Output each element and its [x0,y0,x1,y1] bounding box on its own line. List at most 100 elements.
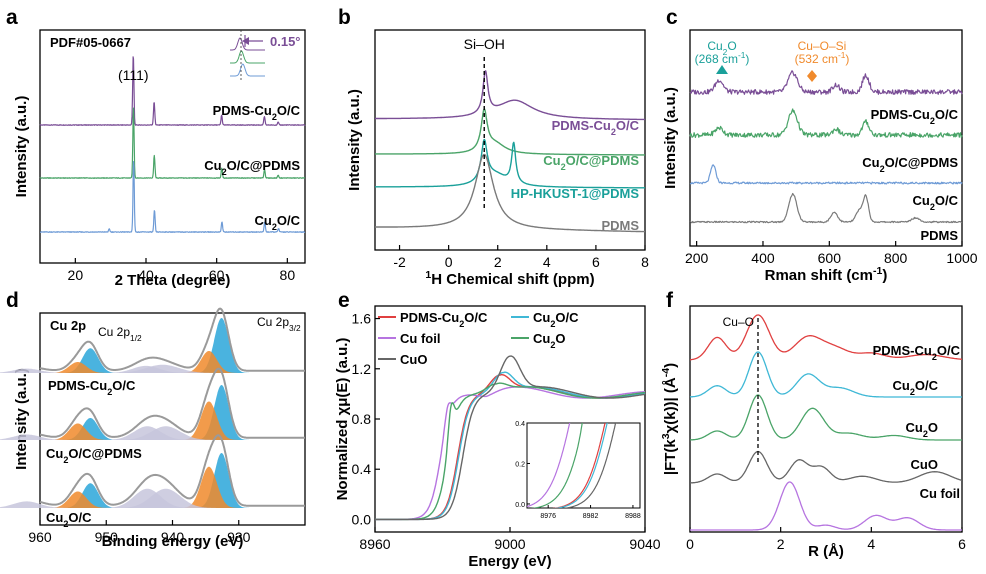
panel-c-cuosi-pos-part: -1 [838,50,846,60]
panel-c-legend-part: 2 [930,116,935,126]
panel-d-envelope [39,434,306,507]
panel-a: a 20 40 60 80 2 Theta (degree) Intensity (a.u.… [6,6,306,289]
panel-c-series-line [689,192,963,224]
panel-d-peak-fill [94,426,201,440]
panel-d-legend: Cu2O/C@PDMS [46,446,142,465]
panel-d-p32-label-part: Cu 2p [257,315,289,329]
panel-d-envelope [39,367,306,439]
panel-c-x-tick-label: 600 [818,250,842,266]
panel-e-legend-part: PDMS-Cu [400,310,459,325]
panel-f-legend: Cu foil [920,486,960,501]
panel-b-x-tick-label: 4 [543,254,551,270]
panel-b: b -2 0 2 4 6 8 1H Chemical shift (ppm) Intensity… [338,6,649,288]
panel-f-legend-part: O [928,420,938,435]
panel-b-x-tick-label: 6 [592,254,600,270]
panel-e-inset-x-label: 8976 [540,513,556,520]
panel-e-y-tick-label: 0.8 [352,411,372,427]
panel-c-cu2o-label: Cu2O [707,39,736,57]
panel-c-legend: Cu2O/C@PDMS [862,155,958,174]
panel-d-peak-fill [107,426,225,440]
panel-b-legend-part: O/C@PDMS [566,153,640,168]
panel-b-x-tick-label: 2 [494,254,502,270]
panel-a-legend-part: O/C [277,103,301,118]
panel-a-legend-part: O/C@PDMS [227,158,301,173]
panel-e-legend: Cu2O [533,331,566,350]
panel-e-inset-y-label: 0.4 [515,421,525,428]
panel-d-peak-fill [96,364,229,373]
panel-d-legend-part: 2 [107,387,112,397]
panel-a-inset-line [230,37,265,51]
panel-d-legend: PDMS-Cu2O/C [48,378,136,397]
panel-d-peak-fill [43,362,113,373]
panel-f-legend-part: Cu [905,420,922,435]
panel-e-legend-part: 2 [550,319,555,329]
panel-e-legend: PDMS-Cu2O/C [400,310,488,329]
panel-d-peak-fill [177,401,241,440]
panel-a-legend: Cu2O/C [254,213,300,232]
panel-f-x-tick-label: 2 [777,536,785,552]
panel-c-cu2o-label-part: 2 [723,47,728,57]
panel-a-legend-part: 2 [272,112,277,122]
panel-c-legend: Cu2O/C [912,193,958,212]
panel-a-legend-part: Cu [254,213,271,228]
panel-d-label: d [6,289,19,312]
panel-b-frame [374,29,646,251]
panel-d-p12-label-part: 1/2 [130,333,142,343]
panel-e-inset-line [530,423,583,508]
panel-d-peak-fill [0,434,80,440]
panel-a-inset-line [230,50,265,64]
panel-e: e 8960 9000 9040 0.0 0.4 0.8 1.2 1.6 Energy (eV) N… [334,289,661,570]
panel-a-shift-label: 0.15° [270,34,301,49]
panel-c-label: c [666,6,678,29]
panel-d-legend-part: 2 [63,519,68,529]
panel-a-ylabel: Intensity (a.u.) [13,96,30,198]
panel-c-cuosi-pos-part: ) [845,52,849,66]
panel-d-legend-part: Cu [46,446,63,461]
panel-b-legend: Cu2O/C@PDMS [543,153,639,172]
panel-f-legend: CuO [911,457,938,472]
panel-e-ylabel: Normalized χμ(E) (a.u.) [334,338,351,501]
panel-e-inset-y-label: 0.0 [515,502,525,509]
panel-d-x-tick-label: 960 [28,529,52,545]
panel-d-peak-fill [94,488,201,508]
panel-a-hkl-label: (111) [118,67,149,83]
panel-e-inset-line [527,423,571,508]
panel-f-legend: PDMS-Cu2O/C [873,343,961,362]
panel-e-series-line [375,355,646,521]
panel-e-legend: CuO [400,352,427,367]
panel-a-legend-part: 2 [222,167,227,177]
panel-f-x-tick-label: 6 [958,536,966,552]
panel-b-xlabel-part: H Chemical shift (ppm) [431,271,594,288]
panel-d-peak-fill [192,453,251,508]
panel-a-series-line [39,161,306,233]
panel-f-x-tick-label: 4 [867,536,875,552]
panel-f-label: f [666,289,674,312]
panel-c-cu2o-pos-part: (268 cm [695,52,738,66]
panel-a-inset-line [230,63,265,77]
panel-c-series-line [689,164,963,185]
panel-a-legend: Cu2O/C@PDMS [204,158,300,177]
panel-d-peak-fill [58,348,123,373]
panel-f-series-line [690,450,963,484]
panel-e-inset-line [554,423,608,508]
panel-c-cuosi-marker [807,70,817,82]
panel-a-legend-part: Cu [204,158,221,173]
panel-a-xlabel: 2 Theta (degree) [115,272,231,289]
panel-e-legend-part: O/C [464,310,488,325]
panel-e-inset-x-label: 8988 [625,513,641,520]
panel-b-legend-part: 2 [561,162,566,172]
panel-d-series [0,434,306,508]
panel-d-p32-label-part: 3/2 [289,323,301,333]
panel-e-ylabel-part: Normalized χμ(E) (a.u.) [334,338,351,501]
panel-b-series-line [374,108,646,156]
panel-b-peak-label: Si–OH [464,36,505,52]
panel-f-series-line [689,351,962,398]
panel-b-legend-part: 2 [611,127,616,137]
panel-f-xlabel: R (Å) [808,543,844,560]
panel-f-x-tick-label: 0 [686,536,694,552]
panel-b-legend: HP-HKUST-1@PDMS [511,186,640,201]
panel-b-legend-part: O/C [616,118,640,133]
panel-e-x-tick-label: 8960 [359,536,390,552]
panel-b-legend: PDMS [601,218,639,233]
panel-e-legend-part: 2 [550,340,555,350]
